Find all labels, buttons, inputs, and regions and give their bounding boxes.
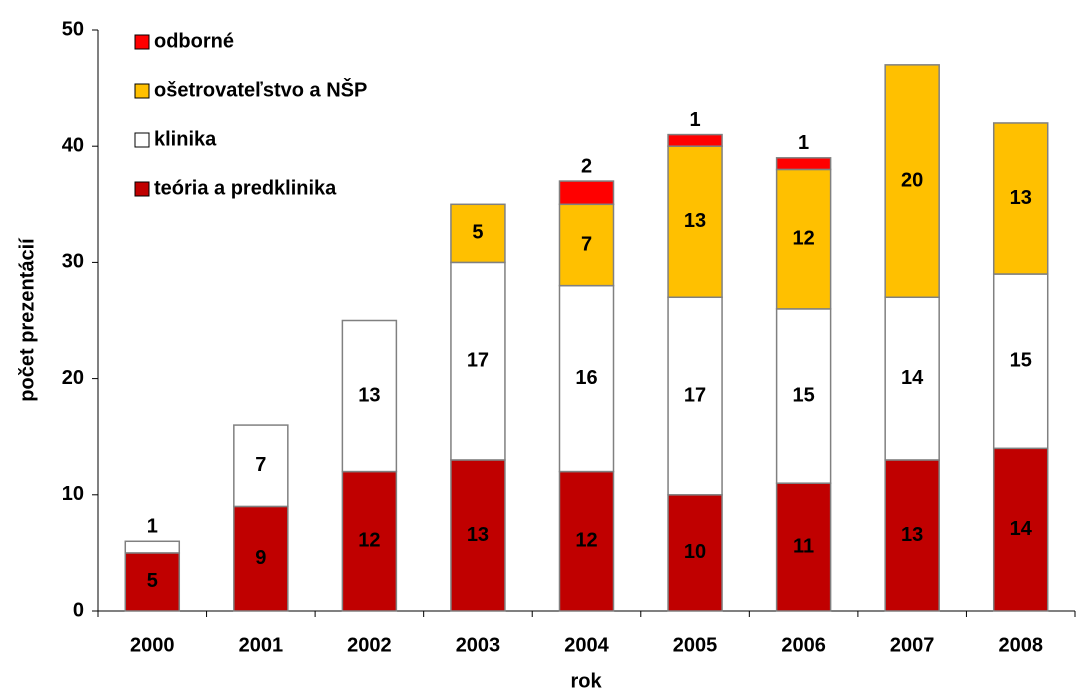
data-label: 12 (358, 530, 380, 552)
bar-segment (558, 180, 615, 206)
x-tick-label: 2008 (998, 634, 1043, 656)
bar-segment (450, 261, 506, 461)
bar-segment (992, 122, 1049, 275)
legend-label: odborné (154, 30, 234, 52)
x-tick-label: 2004 (564, 634, 609, 656)
x-tick-label: 2007 (890, 634, 935, 656)
legend-swatch (134, 181, 150, 197)
bar-segment (884, 459, 940, 612)
x-tick-label: 2000 (130, 634, 175, 656)
data-label: 20 (901, 169, 923, 191)
bar-segment (775, 482, 832, 612)
y-tick-label: 10 (62, 483, 84, 505)
data-label: 1 (147, 516, 158, 538)
data-label: 7 (255, 454, 266, 476)
data-label: 2 (581, 155, 592, 177)
data-label: 12 (575, 530, 597, 552)
legend-swatch (134, 34, 150, 50)
data-label: 1 (689, 109, 700, 131)
bar-segment (884, 296, 940, 461)
bar-segment (775, 308, 832, 484)
data-label: 13 (684, 210, 706, 232)
bar-segment (775, 157, 832, 171)
bar-segment (667, 133, 723, 147)
legend-swatch (134, 132, 150, 148)
data-label: 12 (792, 227, 814, 249)
bar-segment (341, 470, 398, 612)
data-label: 7 (581, 233, 592, 255)
data-label: 16 (575, 367, 597, 389)
bar-segment (667, 494, 723, 612)
data-label: 1 (798, 132, 809, 154)
x-tick-label: 2005 (673, 634, 718, 656)
data-label: 10 (684, 541, 706, 563)
data-label: 9 (255, 547, 266, 569)
data-label: 11 (793, 535, 814, 557)
bar-segment (992, 447, 1049, 612)
y-axis-label: počet prezentácií (16, 237, 38, 402)
bar-segment (124, 540, 181, 554)
data-label: 17 (467, 349, 489, 371)
legend-swatch (134, 83, 150, 99)
bar-segment (558, 284, 615, 473)
x-tick-label: 2006 (781, 634, 826, 656)
data-label: 15 (792, 384, 814, 406)
x-tick-label: 2002 (347, 634, 392, 656)
bar-segment (992, 273, 1049, 450)
bar-segment (558, 470, 615, 612)
y-tick-label: 50 (62, 18, 84, 40)
bar-segment (233, 424, 289, 508)
bar-segment (775, 168, 832, 310)
y-tick-label: 40 (62, 134, 84, 156)
x-tick-label: 2003 (456, 634, 501, 656)
data-label: 13 (1010, 187, 1032, 209)
data-label: 13 (358, 384, 380, 406)
data-label: 17 (684, 384, 706, 406)
y-tick-label: 20 (62, 367, 84, 389)
x-tick-label: 2001 (239, 634, 284, 656)
bar-segment (667, 145, 723, 299)
legend-label: ošetrovateľstvo a NŠP (154, 77, 367, 101)
data-label: 15 (1010, 349, 1032, 371)
data-label: 5 (472, 222, 483, 244)
data-label: 5 (147, 570, 158, 592)
bar-segment (450, 203, 506, 264)
x-axis-label: rok (570, 670, 602, 692)
legend-label: klinika (154, 128, 217, 150)
data-label: 14 (1010, 518, 1033, 540)
bar-segment (450, 459, 506, 612)
data-label: 14 (901, 367, 924, 389)
data-label: 13 (901, 524, 923, 546)
bar-segment (558, 203, 615, 287)
bar-segment (341, 319, 398, 473)
y-tick-label: 0 (73, 599, 84, 621)
bar-segment (667, 296, 723, 496)
legend-label: teória a predklinika (154, 177, 337, 199)
y-tick-label: 30 (62, 251, 84, 273)
bar-segment (884, 64, 940, 299)
data-label: 13 (467, 524, 489, 546)
